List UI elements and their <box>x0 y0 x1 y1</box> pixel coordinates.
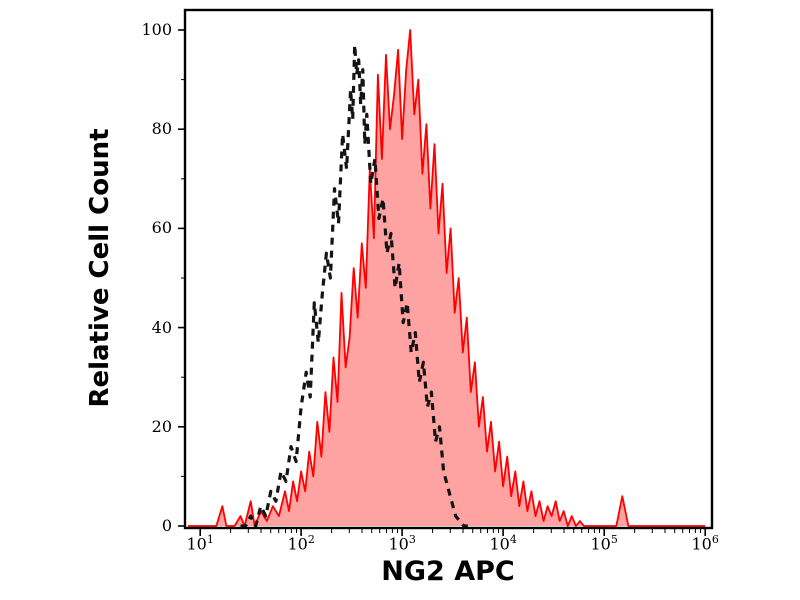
y-axis-label: Relative Cell Count <box>85 128 115 408</box>
plot-canvas <box>178 8 714 536</box>
y-tick-label: 80 <box>151 119 172 139</box>
x-axis-label: NG2 APC <box>381 556 515 587</box>
y-tick-label: 60 <box>151 218 172 238</box>
y-tick-label: 20 <box>151 416 172 436</box>
y-tick-label: 100 <box>141 20 172 39</box>
x-tick-label: 102 <box>287 533 315 554</box>
x-tick-label: 101 <box>186 533 214 554</box>
x-tick-label: 106 <box>691 533 719 554</box>
y-tick-label: 40 <box>151 317 172 337</box>
y-tick-label: 0 <box>161 516 172 535</box>
x-tick-label: 104 <box>489 533 517 554</box>
x-tick-label: 103 <box>388 533 416 554</box>
x-tick-label: 105 <box>590 533 618 554</box>
